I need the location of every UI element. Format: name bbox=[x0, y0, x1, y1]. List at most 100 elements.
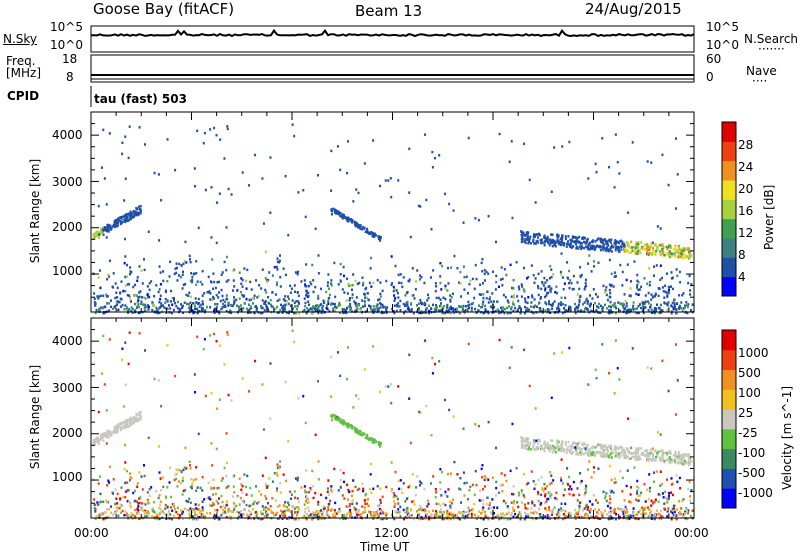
power-cell bbox=[637, 281, 640, 284]
velocity-cell bbox=[339, 517, 342, 521]
power-cell bbox=[592, 260, 595, 263]
velocity-cell bbox=[667, 452, 670, 455]
velocity-cell bbox=[620, 445, 623, 449]
velocity-cell bbox=[337, 489, 340, 492]
power-cell bbox=[464, 308, 467, 312]
velocity-cell bbox=[602, 490, 605, 494]
power-cell bbox=[651, 248, 654, 252]
velocity-cell bbox=[101, 432, 104, 436]
power-cell bbox=[342, 265, 345, 269]
power-cell bbox=[621, 284, 624, 287]
velocity-cell bbox=[311, 469, 314, 473]
power-cell bbox=[200, 307, 203, 310]
power-cell bbox=[462, 221, 465, 224]
power-cell bbox=[533, 233, 536, 236]
velocity-cell bbox=[481, 475, 484, 479]
power-cell bbox=[278, 298, 281, 301]
power-cell bbox=[104, 228, 107, 232]
velocity-cell bbox=[372, 511, 375, 514]
power-cell bbox=[304, 304, 306, 308]
power-cell bbox=[281, 306, 284, 310]
velocity-cell bbox=[608, 464, 611, 468]
power-cell bbox=[599, 248, 602, 252]
velocity-cell bbox=[663, 502, 666, 505]
velocity-cell bbox=[221, 500, 224, 504]
power-cell bbox=[288, 302, 290, 306]
power-cell bbox=[679, 248, 682, 251]
velocity-cell bbox=[183, 507, 186, 510]
velocity-cell bbox=[497, 515, 500, 519]
power-cell bbox=[105, 236, 108, 239]
velocity-cell bbox=[115, 425, 118, 429]
power-cell bbox=[540, 310, 543, 313]
velocity-cell bbox=[592, 451, 595, 454]
power-cell bbox=[233, 285, 236, 288]
velocity-cell bbox=[421, 508, 424, 511]
velocity-cell bbox=[200, 510, 202, 513]
power-cell bbox=[513, 303, 516, 306]
velocity-cell bbox=[286, 501, 289, 504]
velocity-cell bbox=[285, 517, 288, 520]
power-cell bbox=[634, 307, 636, 311]
power-cell bbox=[267, 278, 270, 282]
velocity-cell bbox=[121, 426, 124, 430]
power-cell bbox=[249, 280, 252, 284]
velocity-cell bbox=[372, 439, 375, 442]
velocity-cell bbox=[196, 508, 199, 511]
velocity-cell bbox=[671, 459, 674, 463]
power-cell bbox=[282, 298, 285, 301]
velocity-cell bbox=[683, 459, 686, 463]
velocity-cell bbox=[435, 510, 438, 513]
velocity-cell bbox=[169, 513, 172, 516]
power-cell bbox=[378, 307, 380, 310]
power-cell bbox=[557, 234, 560, 238]
power-cell bbox=[307, 300, 310, 303]
power-cell bbox=[314, 305, 316, 309]
velocity-cell bbox=[306, 512, 308, 516]
power-cell bbox=[307, 308, 310, 312]
velocity-cell bbox=[483, 475, 486, 478]
velocity-cell bbox=[432, 509, 434, 513]
power-cell bbox=[225, 280, 228, 283]
power-cell bbox=[629, 246, 632, 249]
velocity-cell bbox=[672, 507, 675, 510]
power-cell bbox=[162, 270, 165, 273]
power-cell bbox=[221, 271, 224, 274]
velocity-cell bbox=[342, 419, 345, 423]
power-cell bbox=[527, 309, 530, 313]
power-cell bbox=[493, 305, 496, 309]
power-cell bbox=[549, 290, 552, 293]
velocity-cell bbox=[470, 514, 473, 518]
power-cell bbox=[580, 273, 583, 277]
power-cell bbox=[646, 250, 649, 253]
velocity-cell bbox=[321, 515, 324, 518]
power-cell bbox=[116, 224, 119, 228]
power-cell bbox=[380, 303, 382, 306]
velocity-cell bbox=[402, 482, 405, 485]
velocity-cell bbox=[666, 508, 668, 512]
velocity-cell bbox=[537, 478, 540, 482]
power-cell bbox=[209, 305, 212, 309]
power-cell bbox=[512, 302, 514, 306]
power-cell bbox=[643, 302, 646, 306]
velocity-cell bbox=[358, 430, 361, 433]
power-cell bbox=[115, 219, 118, 223]
power-cell bbox=[579, 275, 582, 279]
velocity-cell bbox=[100, 512, 102, 515]
power-cell bbox=[318, 304, 320, 308]
velocity-cell bbox=[587, 449, 590, 452]
power-cell bbox=[132, 209, 135, 213]
velocity-cell bbox=[261, 505, 264, 508]
power-cell bbox=[366, 227, 369, 231]
velocity-cell bbox=[146, 499, 149, 503]
power-cell bbox=[327, 297, 330, 300]
power-cell bbox=[158, 287, 161, 291]
power-cell bbox=[283, 307, 286, 311]
power-cell bbox=[625, 240, 628, 244]
power-cell bbox=[140, 296, 143, 299]
power-cell bbox=[278, 259, 281, 263]
velocity-cell bbox=[191, 485, 194, 488]
velocity-cell bbox=[501, 489, 504, 493]
power-cell bbox=[487, 301, 490, 304]
power-cell bbox=[545, 294, 548, 297]
